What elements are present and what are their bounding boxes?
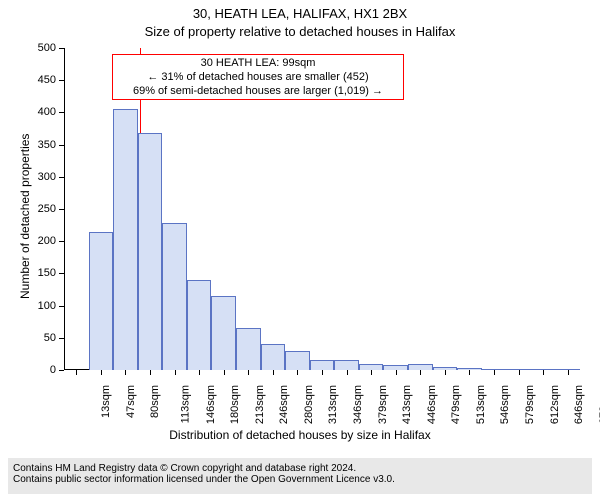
- histogram-bar: [211, 296, 236, 370]
- x-tick-label: 379sqm: [377, 385, 389, 424]
- x-tick-label: 546sqm: [500, 385, 512, 424]
- y-tick: [59, 48, 64, 49]
- y-tick-label: 300: [16, 171, 56, 183]
- x-tick: [322, 370, 323, 375]
- x-tick-label: 80sqm: [149, 385, 161, 418]
- x-tick-label: 47sqm: [125, 385, 137, 418]
- footer-line-2: Contains public sector information licen…: [13, 474, 587, 485]
- x-tick: [420, 370, 421, 375]
- y-tick: [59, 209, 64, 210]
- x-tick: [347, 370, 348, 375]
- y-tick-label: 150: [16, 267, 56, 279]
- x-tick: [568, 370, 569, 375]
- y-tick-label: 500: [16, 42, 56, 54]
- x-tick-label: 579sqm: [524, 385, 536, 424]
- y-tick-label: 400: [16, 106, 56, 118]
- y-tick: [59, 338, 64, 339]
- x-tick: [371, 370, 372, 375]
- y-tick-label: 200: [16, 235, 56, 247]
- x-tick: [469, 370, 470, 375]
- footer-box: Contains HM Land Registry data © Crown c…: [8, 458, 592, 494]
- histogram-bar: [138, 133, 163, 370]
- x-tick: [199, 370, 200, 375]
- histogram-bar: [113, 109, 138, 370]
- x-tick-label: 413sqm: [401, 385, 413, 424]
- footer-line-1: Contains HM Land Registry data © Crown c…: [13, 463, 587, 474]
- x-tick-label: 13sqm: [100, 385, 112, 418]
- x-tick-label: 113sqm: [179, 385, 191, 423]
- y-tick: [59, 241, 64, 242]
- x-tick: [224, 370, 225, 375]
- histogram-bar: [310, 360, 335, 370]
- y-axis-line: [64, 48, 65, 370]
- y-tick-label: 250: [16, 203, 56, 215]
- y-tick: [59, 80, 64, 81]
- histogram-bar: [261, 344, 286, 370]
- info-line-1: 30 HEATH LEA: 99sqm: [117, 57, 399, 71]
- x-tick: [445, 370, 446, 375]
- x-axis-label: Distribution of detached houses by size …: [0, 428, 600, 442]
- address-title: 30, HEATH LEA, HALIFAX, HX1 2BX: [0, 6, 600, 21]
- x-tick-label: 280sqm: [303, 385, 315, 424]
- info-box: 30 HEATH LEA: 99sqm ← 31% of detached ho…: [112, 54, 404, 100]
- x-tick: [297, 370, 298, 375]
- y-tick: [59, 370, 64, 371]
- y-tick: [59, 145, 64, 146]
- x-tick-label: 446sqm: [426, 385, 438, 424]
- histogram-bar: [334, 360, 359, 370]
- x-tick: [150, 370, 151, 375]
- x-tick-label: 479sqm: [450, 385, 462, 424]
- y-tick: [59, 177, 64, 178]
- x-tick-label: 213sqm: [254, 385, 266, 424]
- x-tick-label: 146sqm: [205, 385, 217, 424]
- y-tick: [59, 306, 64, 307]
- x-tick-label: 513sqm: [475, 385, 487, 424]
- y-tick-label: 350: [16, 139, 56, 151]
- x-tick: [543, 370, 544, 375]
- y-tick: [59, 273, 64, 274]
- x-tick: [125, 370, 126, 375]
- histogram-bar: [162, 223, 187, 370]
- x-tick: [248, 370, 249, 375]
- y-tick: [59, 112, 64, 113]
- y-tick-label: 100: [16, 300, 56, 312]
- x-tick-label: 646sqm: [573, 385, 585, 424]
- x-tick-label: 612sqm: [549, 385, 561, 424]
- chart-container: 30, HEATH LEA, HALIFAX, HX1 2BX Size of …: [0, 0, 600, 500]
- x-tick-label: 346sqm: [352, 385, 364, 424]
- y-tick-label: 450: [16, 74, 56, 86]
- x-tick: [175, 370, 176, 375]
- histogram-bar: [89, 232, 114, 370]
- x-tick-label: 180sqm: [229, 385, 241, 424]
- y-tick-label: 0: [16, 364, 56, 376]
- info-line-2: ← 31% of detached houses are smaller (45…: [117, 71, 399, 85]
- x-tick: [76, 370, 77, 375]
- chart-subtitle: Size of property relative to detached ho…: [0, 24, 600, 39]
- y-tick-label: 50: [16, 332, 56, 344]
- x-tick: [273, 370, 274, 375]
- info-line-3: 69% of semi-detached houses are larger (…: [117, 85, 399, 99]
- x-tick-label: 313sqm: [328, 385, 340, 424]
- x-tick: [101, 370, 102, 375]
- histogram-bar: [285, 351, 310, 370]
- histogram-bar: [187, 280, 212, 370]
- x-tick: [396, 370, 397, 375]
- histogram-bar: [236, 328, 261, 370]
- x-tick: [519, 370, 520, 375]
- x-tick-label: 246sqm: [278, 385, 290, 424]
- x-tick: [494, 370, 495, 375]
